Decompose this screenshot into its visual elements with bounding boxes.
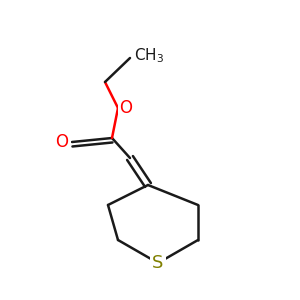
- Text: O: O: [119, 99, 133, 117]
- Text: CH$_3$: CH$_3$: [134, 46, 164, 65]
- Text: S: S: [152, 254, 164, 272]
- Text: O: O: [56, 133, 68, 151]
